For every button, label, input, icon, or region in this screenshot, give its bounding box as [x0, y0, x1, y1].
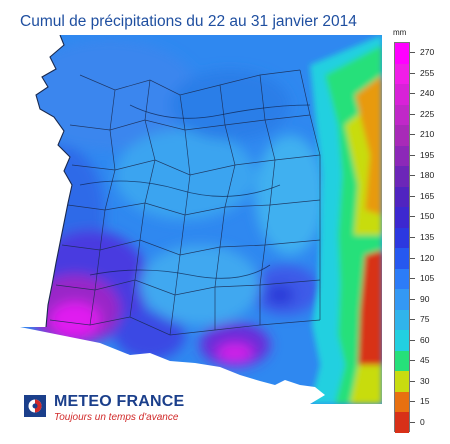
legend-tick-label: 225 [420, 108, 435, 119]
legend-class-150-165 [395, 186, 409, 208]
legend-tick-label: 210 [420, 129, 435, 140]
legend-tick-label: 270 [420, 47, 435, 58]
legend-class-180-195 [395, 145, 409, 167]
legend-class-45-60 [395, 330, 409, 352]
logo-name: METEO FRANCE [54, 393, 185, 410]
precipitation-map [20, 35, 382, 404]
legend-tick-mark [410, 278, 415, 280]
legend-tick-mark [410, 360, 415, 362]
legend-tick-label: 105 [420, 273, 435, 284]
legend-tick-mark [410, 257, 415, 259]
legend-class--1-0 [395, 412, 409, 434]
legend-tick-mark [410, 175, 415, 177]
legend-unit: mm [393, 28, 407, 37]
legend-tick-label: 120 [420, 252, 435, 263]
precipitation-legend: mm 270 255 240 225 210 195 180 165 150 135 120 105 9… [384, 28, 450, 434]
legend-tick-mark [410, 421, 415, 423]
legend-tick-mark [410, 237, 415, 238]
legend-tick-label: 150 [420, 211, 435, 222]
legend-color-bar [394, 42, 410, 434]
map-title: Cumul de précipitations du 22 au 31 janv… [20, 13, 357, 30]
legend-tick-label: 75 [420, 314, 430, 325]
legend-class-195-210 [395, 125, 409, 147]
legend-tick-label: 90 [420, 293, 430, 304]
legend-tick-mark [410, 380, 415, 382]
legend-tick-label: 30 [420, 375, 430, 386]
legend-tick-mark [410, 72, 415, 74]
legend-class-225-240 [395, 84, 409, 106]
dry-east-band [310, 35, 382, 404]
legend-tick-label: 195 [420, 149, 435, 160]
legend-class-60-75 [395, 309, 409, 331]
legend-tick-mark [410, 319, 415, 321]
legend-tick-label: 60 [420, 334, 430, 345]
legend-class-240-255 [395, 63, 409, 85]
rivers [79, 104, 311, 279]
legend-tick-mark [410, 195, 415, 197]
legend-class-0-15 [395, 391, 409, 413]
legend-tick-mark [410, 216, 415, 218]
legend-tick-label: 255 [420, 67, 435, 78]
atlantic-sea [20, 35, 72, 327]
legend-tick-mark [410, 401, 415, 403]
legend-tick-label: 135 [420, 232, 435, 242]
legend-tick-mark [410, 134, 415, 136]
legend-class-135-150 [395, 207, 409, 229]
legend-tick-label: 180 [420, 170, 435, 181]
legend-tick-label: 15 [420, 396, 430, 407]
legend-class-165-180 [395, 166, 409, 188]
coastline [35, 35, 73, 328]
legend-tick-mark [410, 113, 415, 115]
legend-tick-label: 45 [420, 355, 430, 366]
legend-tick-label: 165 [420, 190, 435, 201]
legend-class-105-120 [395, 248, 409, 270]
meteo-france-logo: METEO FRANCE Toujours un temps d'avance [24, 383, 214, 428]
legend-class-210-225 [395, 104, 409, 126]
legend-tick-label: 0 [420, 416, 425, 427]
legend-tick-mark [410, 339, 415, 341]
legend-tick-mark [410, 154, 415, 156]
logo-tagline: Toujours un temps d'avance [54, 412, 179, 423]
meteo-france-logo-icon [24, 395, 46, 417]
legend-class-120-135 [395, 227, 409, 249]
legend-tick-mark [410, 52, 415, 54]
legend-class-30-45 [395, 350, 409, 372]
legend-tick-mark [410, 298, 415, 300]
department-boundaries [49, 69, 321, 336]
legend-class-15-30 [395, 371, 409, 393]
legend-class-90-105 [395, 268, 409, 290]
spain-mask [20, 327, 325, 404]
legend-class-255-270 [395, 43, 409, 65]
legend-class-75-90 [395, 289, 409, 311]
legend-tick-label: 240 [420, 88, 435, 99]
legend-tick-mark [410, 93, 415, 95]
